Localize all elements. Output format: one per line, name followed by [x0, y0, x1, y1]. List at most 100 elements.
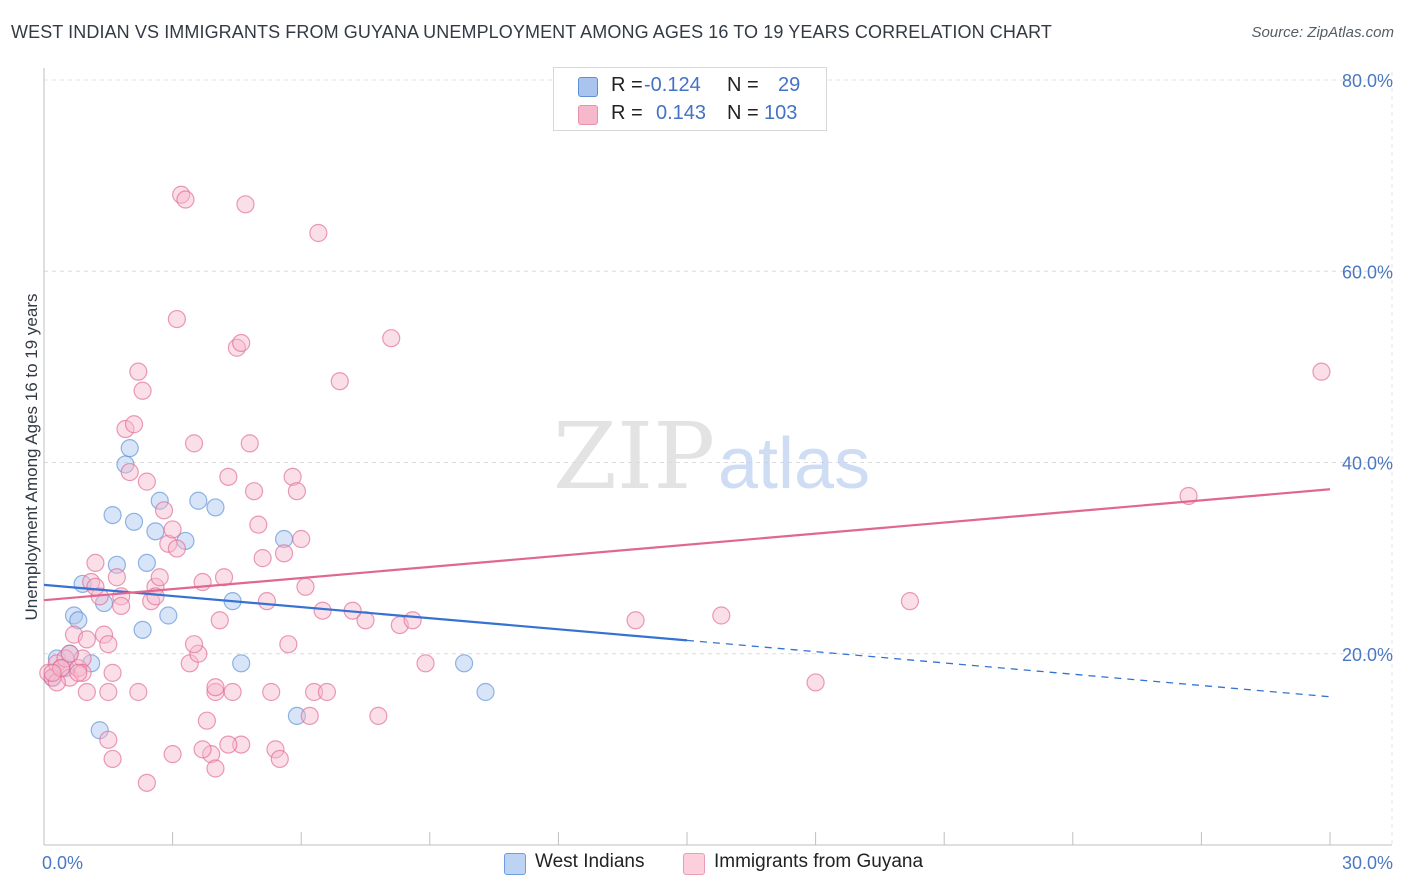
guyana-immigrants-point: [163, 745, 182, 764]
guyana-immigrants-point: [900, 592, 920, 611]
guyana-immigrants-point: [300, 706, 319, 726]
guyana-immigrants-point: [317, 682, 337, 702]
y-tick-label: 80.0%: [1342, 71, 1393, 91]
guyana-immigrants-point: [69, 663, 88, 682]
guyana-immigrants-point: [116, 419, 135, 439]
watermark-zip: ZIP: [553, 403, 715, 510]
guyana-immigrants-point: [1312, 362, 1331, 381]
west-indians-point: [137, 553, 156, 573]
guyana-immigrants-point: [266, 740, 285, 759]
y-axis-label: Unemployment Among Ages 16 to 19 years: [22, 294, 41, 621]
guyana-immigrants-point: [232, 735, 251, 754]
guyana-immigrants-point: [43, 663, 62, 682]
guyana-immigrants-point: [73, 663, 92, 682]
guyana-immigrants-point: [274, 544, 294, 563]
guyana-immigrants-point: [129, 362, 148, 381]
guyana-immigrants-point: [52, 658, 71, 678]
guyana-immigrants-point: [189, 644, 208, 663]
bottom-legend-label: West Indians: [535, 851, 645, 872]
guyana-immigrants-point: [287, 482, 307, 501]
legend-row-west-indians: R = -0.124 N = 29: [554, 74, 826, 100]
guyana-immigrants-point: [137, 472, 156, 491]
guyana-immigrants-point: [270, 749, 289, 769]
guyana-immigrants-point: [202, 745, 221, 764]
guyana-immigrants-point: [279, 635, 298, 654]
west-indians-point: [69, 611, 88, 630]
legend-swatch-pink: [578, 105, 598, 125]
trend-line-immigrants-from-guyana: [43, 488, 1331, 602]
guyana-immigrants-point: [154, 501, 174, 520]
guyana-immigrants-point: [206, 678, 225, 697]
legend-swatch-blue: [578, 77, 598, 97]
guyana-immigrants-point: [232, 333, 251, 353]
guyana-immigrants-point: [253, 549, 272, 568]
guyana-immigrants-point: [103, 663, 122, 682]
guyana-immigrants-point: [150, 568, 169, 587]
guyana-immigrants-point: [99, 730, 118, 749]
guyana-immigrants-point: [210, 611, 229, 630]
bottom-legend-label: Immigrants from Guyana: [714, 851, 924, 872]
trend-lines: [43, 488, 1331, 698]
guyana-immigrants-point: [369, 706, 388, 726]
guyana-immigrants-point: [292, 529, 311, 549]
guyana-immigrants-point: [283, 467, 302, 486]
west-indians-point: [150, 491, 169, 510]
west-indians-point: [454, 654, 474, 673]
legend-r-label: R =: [611, 74, 643, 96]
y-tick-label: 60.0%: [1342, 262, 1393, 282]
guyana-immigrants-point: [236, 195, 255, 214]
guyana-immigrants-point: [120, 462, 139, 482]
guyana-immigrants-point: [47, 673, 66, 692]
axes: [43, 68, 1392, 846]
source-label: Source: ZipAtlas.com: [1251, 24, 1394, 41]
legend-r-value: -0.124: [644, 74, 701, 96]
guyana-immigrants-point: [304, 682, 324, 702]
guyana-immigrants-point: [86, 577, 105, 596]
legend-row-immigrants-from-guyana: R = 0.143 N = 103: [554, 102, 826, 128]
legend-box: R = -0.124 N = 29 R = 0.143 N = 103: [553, 67, 827, 131]
west-indians-point: [146, 522, 165, 541]
guyana-immigrants-point: [159, 534, 178, 553]
guyana-immigrants-point: [146, 587, 165, 606]
bottom-legend-swatch-blue: [504, 853, 526, 875]
guyana-immigrants-point: [806, 673, 825, 692]
guyana-immigrants-point: [86, 553, 105, 573]
guyana-immigrants-point: [193, 740, 212, 759]
gridlines: [44, 72, 1393, 845]
guyana-immigrants-point: [112, 596, 131, 616]
trend-line-west-indians-extension: [686, 639, 1331, 698]
guyana-immigrants-point: [60, 644, 79, 663]
series-immigrants-from-guyana: [39, 185, 1331, 792]
west-indians-point: [133, 620, 152, 639]
west-indians-point: [159, 606, 178, 625]
x-tick-label-max: 30.0%: [1342, 853, 1393, 873]
guyana-immigrants-point: [296, 577, 315, 596]
legend-r-label: R =: [611, 102, 643, 124]
guyana-immigrants-point: [107, 568, 126, 587]
guyana-immigrants-point: [197, 711, 216, 730]
west-indians-point: [206, 498, 225, 517]
legend-n-label: N =: [727, 102, 759, 124]
guyana-immigrants-point: [137, 773, 156, 792]
guyana-immigrants-point: [249, 515, 268, 534]
guyana-immigrants-point: [77, 630, 96, 649]
guyana-immigrants-point: [163, 520, 182, 539]
west-indians-point: [232, 654, 251, 673]
x-tick-label-min: 0.0%: [42, 853, 83, 873]
guyana-immigrants-point: [184, 434, 204, 453]
bottom-legend-swatch-pink: [683, 853, 705, 875]
guyana-immigrants-point: [94, 625, 114, 644]
guyana-immigrants-point: [99, 635, 118, 654]
legend-n-label: N =: [727, 74, 759, 96]
guyana-immigrants-point: [77, 682, 96, 702]
guyana-immigrants-point: [626, 611, 645, 630]
west-indians-point: [287, 706, 307, 726]
guyana-immigrants-point: [206, 759, 225, 778]
west-indians-point: [124, 512, 144, 531]
guyana-immigrants-point: [257, 592, 277, 611]
guyana-immigrants-point: [184, 635, 204, 654]
guyana-immigrants-point: [382, 329, 401, 348]
guyana-immigrants-point: [356, 611, 375, 630]
west-indians-point: [189, 491, 208, 510]
